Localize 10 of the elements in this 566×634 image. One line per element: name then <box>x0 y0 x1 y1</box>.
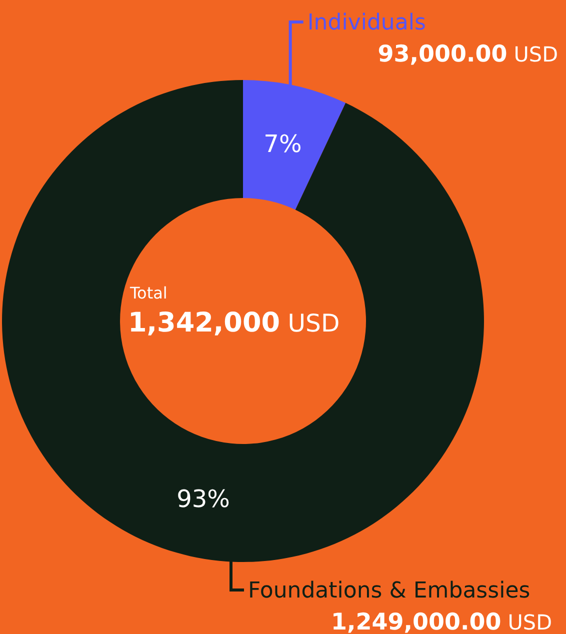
data-label: 93% <box>176 485 230 514</box>
data-label: 7% <box>264 130 302 158</box>
text: 1,249,000.00 USD <box>330 610 552 634</box>
text: Total <box>129 284 168 303</box>
slice-label: Foundations & Embassies <box>248 578 530 604</box>
text: 93,000.00 USD <box>378 42 558 68</box>
donut-slice <box>243 80 346 210</box>
text: 1,342,000 USD <box>128 308 340 339</box>
donut-slice <box>2 80 484 562</box>
slice-label: Individuals <box>307 10 426 36</box>
